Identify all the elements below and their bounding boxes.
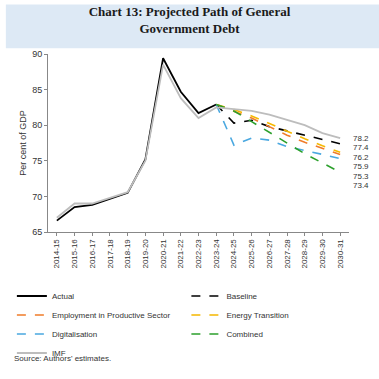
svg-text:76.2: 76.2: [353, 153, 369, 162]
svg-text:2014-15: 2014-15: [52, 239, 61, 269]
svg-text:2015-16: 2015-16: [70, 239, 79, 269]
svg-text:75.3: 75.3: [353, 172, 369, 181]
svg-text:2022-23: 2022-23: [194, 239, 203, 269]
svg-text:85: 85: [32, 85, 42, 95]
svg-text:80: 80: [32, 120, 42, 130]
svg-text:Digitalisation: Digitalisation: [52, 330, 97, 339]
svg-text:2019-20: 2019-20: [141, 239, 150, 269]
svg-text:2018-19: 2018-19: [123, 239, 132, 269]
svg-text:2028-29: 2028-29: [300, 239, 309, 269]
svg-text:Actual: Actual: [52, 292, 74, 301]
svg-text:IMF: IMF: [52, 349, 66, 358]
svg-text:2016-17: 2016-17: [88, 239, 97, 269]
svg-text:77.4: 77.4: [353, 143, 369, 152]
svg-text:Energy Transition: Energy Transition: [226, 311, 288, 320]
svg-text:Chart 13: Projected Path of Ge: Chart 13: Projected Path of GeneralGover…: [89, 4, 291, 36]
svg-text:2021-22: 2021-22: [176, 239, 185, 269]
svg-text:2029-30: 2029-30: [318, 239, 327, 269]
svg-text:2027-28: 2027-28: [283, 239, 292, 269]
svg-text:2017-18: 2017-18: [106, 239, 115, 269]
svg-text:2030-31: 2030-31: [336, 239, 345, 269]
svg-text:2025-26: 2025-26: [247, 239, 256, 269]
svg-text:70: 70: [32, 192, 42, 202]
svg-text:2020-21: 2020-21: [159, 239, 168, 269]
svg-text:75.9: 75.9: [353, 162, 369, 171]
svg-text:73.4: 73.4: [353, 181, 369, 190]
svg-text:65: 65: [32, 227, 42, 237]
svg-text:2023-24: 2023-24: [212, 239, 221, 269]
svg-text:2026-27: 2026-27: [265, 239, 274, 269]
svg-text:Baseline: Baseline: [226, 292, 257, 301]
svg-text:Source: Authors' estimates.: Source: Authors' estimates.: [14, 354, 111, 363]
svg-text:75: 75: [32, 156, 42, 166]
svg-text:90: 90: [32, 49, 42, 59]
svg-text:78.2: 78.2: [353, 134, 369, 143]
svg-text:2024-25: 2024-25: [230, 239, 239, 269]
svg-text:Combined: Combined: [226, 330, 262, 339]
svg-text:Employment in Productive Secto: Employment in Productive Sector: [52, 311, 171, 320]
svg-text:Per cent of GDP: Per cent of GDP: [18, 110, 28, 176]
